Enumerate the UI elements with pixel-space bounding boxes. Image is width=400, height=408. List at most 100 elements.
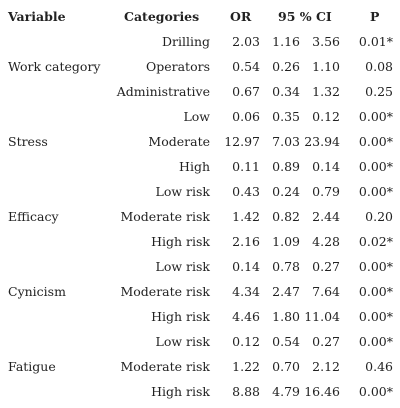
- ci-high-cell: 2.44: [312, 209, 340, 224]
- ci-low-cell: 0.82: [272, 209, 300, 224]
- category-cell: High risk: [151, 309, 210, 324]
- category-cell: Moderate risk: [120, 284, 210, 299]
- or-cell: 2.03: [232, 34, 260, 49]
- or-cell: 0.12: [232, 334, 260, 349]
- table-row: Stress Moderate 12.97 7.03 23.94 0.00*: [0, 129, 400, 154]
- table-row: Cynicism Moderate risk 4.34 2.47 7.64 0.00*: [0, 279, 400, 304]
- p-value-cell: 0.46: [365, 359, 393, 374]
- category-cell: High: [179, 159, 210, 174]
- table-row: Low risk 0.12 0.54 0.27 0.00*: [0, 329, 400, 354]
- p-value-cell: 0.00*: [358, 384, 393, 399]
- ci-low-cell: 1.16: [272, 34, 300, 49]
- category-cell: Administrative: [116, 84, 210, 99]
- ci-high-cell: 2.12: [312, 359, 340, 374]
- header-variable: Variable: [8, 9, 66, 24]
- ci-high-cell: 0.12: [312, 109, 340, 124]
- variable-cell: Cynicism: [8, 284, 66, 299]
- ci-high-cell: 0.27: [312, 259, 340, 274]
- category-cell: Low risk: [155, 184, 210, 199]
- ci-high-cell: 0.14: [312, 159, 340, 174]
- or-cell: 1.22: [232, 359, 260, 374]
- p-value-cell: 0.00*: [358, 309, 393, 324]
- category-cell: Moderate risk: [120, 359, 210, 374]
- or-cell: 4.46: [232, 309, 260, 324]
- or-cell: 0.54: [232, 59, 260, 74]
- ci-low-cell: 1.09: [272, 234, 300, 249]
- or-cell: 12.97: [224, 134, 260, 149]
- p-value-cell: 0.00*: [358, 134, 393, 149]
- p-value-cell: 0.00*: [358, 184, 393, 199]
- variable-cell: Stress: [8, 134, 48, 149]
- or-cell: 2.16: [232, 234, 260, 249]
- or-cell: 1.42: [232, 209, 260, 224]
- category-cell: High risk: [151, 384, 210, 399]
- ci-low-cell: 0.89: [272, 159, 300, 174]
- ci-low-cell: 0.78: [272, 259, 300, 274]
- table-row: High risk 8.88 4.79 16.46 0.00*: [0, 379, 400, 404]
- variable-cell: Efficacy: [8, 209, 59, 224]
- p-value-cell: 0.00*: [358, 334, 393, 349]
- ci-high-cell: 0.79: [312, 184, 340, 199]
- ci-low-cell: 0.34: [272, 84, 300, 99]
- p-value-cell: 0.08: [365, 59, 393, 74]
- table-row: Drilling 2.03 1.16 3.56 0.01*: [0, 29, 400, 54]
- category-cell: Moderate risk: [120, 209, 210, 224]
- ci-low-cell: 0.24: [272, 184, 300, 199]
- variable-cell: Work category: [8, 59, 101, 74]
- table-row: Administrative 0.67 0.34 1.32 0.25: [0, 79, 400, 104]
- ci-low-cell: 4.79: [272, 384, 300, 399]
- ci-high-cell: 1.32: [312, 84, 340, 99]
- ci-low-cell: 1.80: [272, 309, 300, 324]
- ci-high-cell: 3.56: [312, 34, 340, 49]
- header-categories: Categories: [124, 9, 200, 24]
- category-cell: Low risk: [155, 334, 210, 349]
- ci-low-cell: 0.54: [272, 334, 300, 349]
- category-cell: Drilling: [161, 34, 210, 49]
- or-cell: 0.43: [232, 184, 260, 199]
- ci-low-cell: 0.35: [272, 109, 300, 124]
- category-cell: Operators: [145, 59, 210, 74]
- header-ci: 95 % CI: [278, 9, 332, 24]
- p-value-cell: 0.25: [365, 84, 393, 99]
- category-cell: Moderate: [148, 134, 210, 149]
- category-cell: Low risk: [155, 259, 210, 274]
- or-cell: 0.14: [232, 259, 260, 274]
- table-row: Fatigue Moderate risk 1.22 0.70 2.12 0.46: [0, 354, 400, 379]
- table-row: Work category Operators 0.54 0.26 1.10 0.08: [0, 54, 400, 79]
- ci-high-cell: 11.04: [304, 309, 340, 324]
- category-cell: High risk: [151, 234, 210, 249]
- ci-high-cell: 23.94: [304, 134, 340, 149]
- p-value-cell: 0.20: [365, 209, 393, 224]
- p-value-cell: 0.02*: [358, 234, 393, 249]
- ci-low-cell: 2.47: [272, 284, 300, 299]
- ci-low-cell: 0.70: [272, 359, 300, 374]
- header-p: P: [370, 9, 380, 24]
- ci-low-cell: 7.03: [272, 134, 300, 149]
- header-or: OR: [230, 9, 252, 24]
- table-row: Efficacy Moderate risk 1.42 0.82 2.44 0.20: [0, 204, 400, 229]
- table-row: Low 0.06 0.35 0.12 0.00*: [0, 104, 400, 129]
- table-row: High risk 4.46 1.80 11.04 0.00*: [0, 304, 400, 329]
- ci-high-cell: 1.10: [312, 59, 340, 74]
- variable-cell: Fatigue: [8, 359, 56, 374]
- table-header: Variable Categories OR 95 % CI P: [0, 4, 400, 29]
- p-value-cell: 0.01*: [358, 34, 393, 49]
- p-value-cell: 0.00*: [358, 159, 393, 174]
- p-value-cell: 0.00*: [358, 109, 393, 124]
- or-cell: 0.06: [232, 109, 260, 124]
- or-cell: 8.88: [232, 384, 260, 399]
- or-cell: 4.34: [232, 284, 260, 299]
- p-value-cell: 0.00*: [358, 284, 393, 299]
- ci-low-cell: 0.26: [272, 59, 300, 74]
- ci-high-cell: 4.28: [312, 234, 340, 249]
- table-row: High 0.11 0.89 0.14 0.00*: [0, 154, 400, 179]
- table-row: High risk 2.16 1.09 4.28 0.02*: [0, 229, 400, 254]
- category-cell: Low: [183, 109, 210, 124]
- table-row: Low risk 0.14 0.78 0.27 0.00*: [0, 254, 400, 279]
- ci-high-cell: 16.46: [304, 384, 340, 399]
- or-cell: 0.11: [232, 159, 260, 174]
- p-value-cell: 0.00*: [358, 259, 393, 274]
- ci-high-cell: 7.64: [312, 284, 340, 299]
- or-cell: 0.67: [232, 84, 260, 99]
